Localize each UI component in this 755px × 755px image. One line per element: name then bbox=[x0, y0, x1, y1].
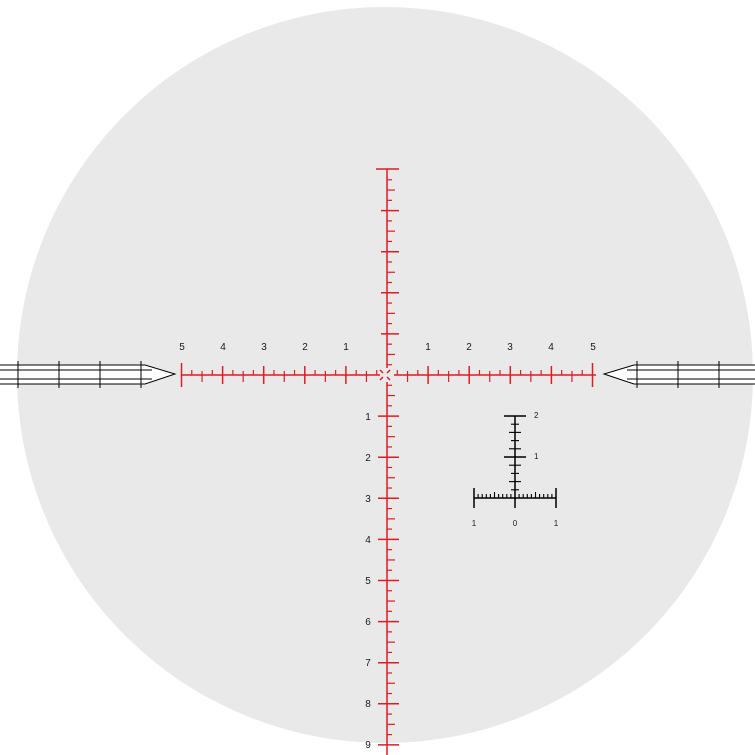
label-right-5: 5 bbox=[590, 342, 596, 353]
label-right-3: 3 bbox=[507, 342, 513, 353]
inset-label-h-center: 0 bbox=[513, 519, 518, 528]
label-right-1: 1 bbox=[425, 342, 431, 353]
label-down-2: 2 bbox=[365, 453, 371, 464]
label-left-4: 4 bbox=[220, 342, 226, 353]
scope-field bbox=[17, 7, 753, 743]
inset-label-v-2: 2 bbox=[534, 411, 539, 420]
label-down-6: 6 bbox=[365, 617, 371, 628]
right-post-icon bbox=[602, 361, 755, 388]
inset-scale bbox=[473, 415, 557, 508]
vertical-stadia bbox=[376, 168, 399, 755]
label-left-1: 1 bbox=[343, 342, 349, 353]
left-post-icon bbox=[0, 361, 177, 388]
label-down-4: 4 bbox=[365, 535, 371, 546]
inset-label-h-left: 1 bbox=[472, 519, 477, 528]
center-dot-icon bbox=[379, 369, 391, 381]
label-left-3: 3 bbox=[261, 342, 267, 353]
label-down-3: 3 bbox=[365, 494, 371, 505]
horizontal-stadia bbox=[180, 363, 596, 387]
inset-labels: 2 1 1 0 1 bbox=[472, 411, 559, 528]
label-left-5: 5 bbox=[179, 342, 185, 353]
label-right-2: 2 bbox=[466, 342, 472, 353]
inset-label-h-right: 1 bbox=[554, 519, 559, 528]
vertical-labels: 1 2 3 4 5 6 7 8 9 bbox=[365, 412, 371, 751]
label-right-4: 4 bbox=[548, 342, 554, 353]
label-down-7: 7 bbox=[365, 658, 371, 669]
label-down-1: 1 bbox=[365, 412, 371, 423]
label-down-9: 9 bbox=[365, 740, 371, 751]
label-down-8: 8 bbox=[365, 699, 371, 710]
label-down-5: 5 bbox=[365, 576, 371, 587]
horizontal-labels: 5 4 3 2 1 1 2 3 4 5 bbox=[179, 342, 596, 353]
inset-label-v-1: 1 bbox=[534, 452, 539, 461]
label-left-2: 2 bbox=[302, 342, 308, 353]
